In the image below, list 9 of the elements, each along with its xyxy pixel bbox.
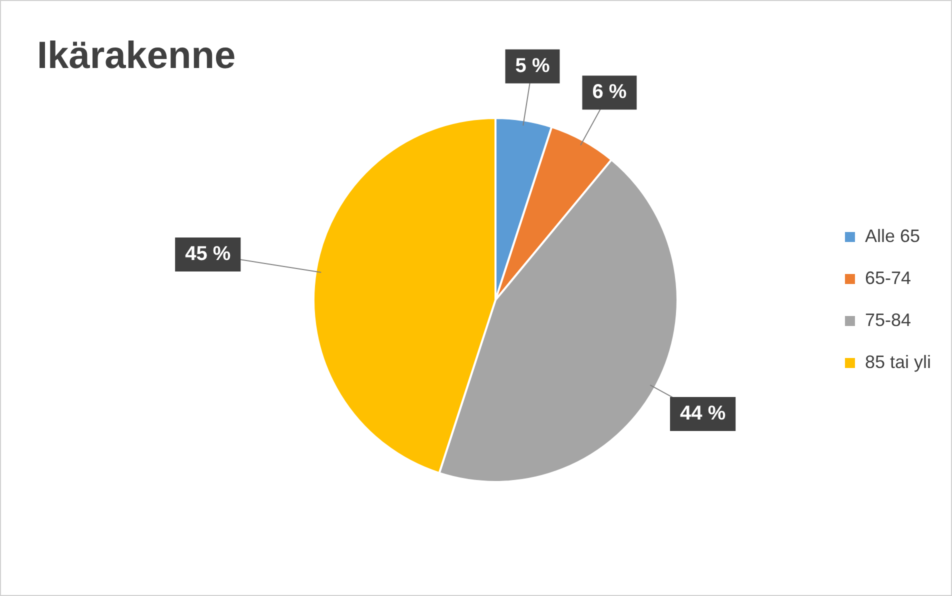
legend-label: 85 tai yli — [864, 352, 932, 372]
data-label: 6 % — [592, 81, 627, 104]
data-label: 5 % — [515, 54, 550, 77]
legend-label: 65-74 — [864, 268, 912, 288]
data-label: 45 % — [185, 242, 231, 265]
data-label: 44 % — [680, 402, 726, 424]
legend-label: Alle 65 — [864, 226, 920, 246]
chart-title: Ikärakenne — [37, 35, 236, 78]
legend-label: 75-84 — [864, 310, 912, 330]
